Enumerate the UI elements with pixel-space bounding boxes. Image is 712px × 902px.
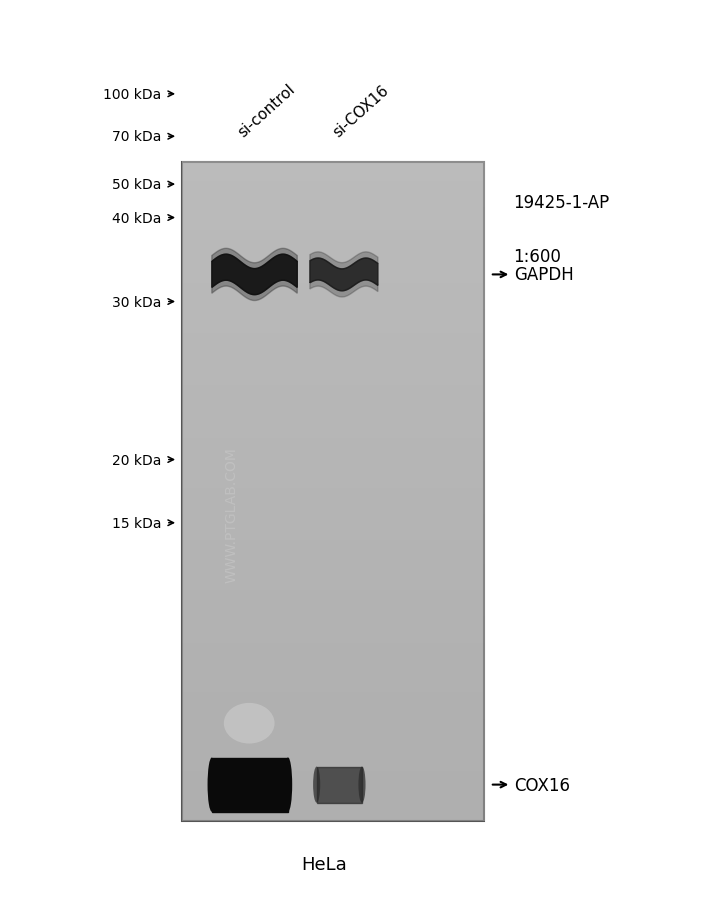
- Ellipse shape: [208, 758, 216, 812]
- Polygon shape: [212, 281, 298, 301]
- Polygon shape: [212, 255, 298, 295]
- Polygon shape: [212, 249, 298, 270]
- Polygon shape: [310, 259, 378, 291]
- Text: 19425-1-AP: 19425-1-AP: [513, 194, 609, 212]
- Text: si-control: si-control: [236, 81, 298, 140]
- Text: 40 kDa: 40 kDa: [112, 211, 162, 226]
- Polygon shape: [310, 253, 378, 270]
- Text: GAPDH: GAPDH: [514, 266, 574, 284]
- Text: HeLa: HeLa: [301, 855, 347, 873]
- Text: si-COX16: si-COX16: [330, 82, 392, 140]
- Text: 70 kDa: 70 kDa: [112, 130, 162, 144]
- Ellipse shape: [358, 767, 365, 803]
- Text: 50 kDa: 50 kDa: [112, 178, 162, 192]
- Ellipse shape: [283, 758, 292, 812]
- Ellipse shape: [313, 767, 320, 803]
- Text: WWW.PTGLAB.COM: WWW.PTGLAB.COM: [224, 446, 239, 582]
- Ellipse shape: [224, 704, 275, 743]
- Text: 1:600: 1:600: [513, 248, 560, 266]
- Text: 30 kDa: 30 kDa: [112, 295, 162, 309]
- Text: 20 kDa: 20 kDa: [112, 453, 162, 467]
- Polygon shape: [317, 767, 362, 803]
- Text: COX16: COX16: [514, 776, 570, 794]
- Bar: [182, 162, 484, 821]
- Text: 100 kDa: 100 kDa: [103, 87, 162, 102]
- Text: 15 kDa: 15 kDa: [112, 516, 162, 530]
- Polygon shape: [212, 758, 288, 812]
- Polygon shape: [310, 281, 378, 298]
